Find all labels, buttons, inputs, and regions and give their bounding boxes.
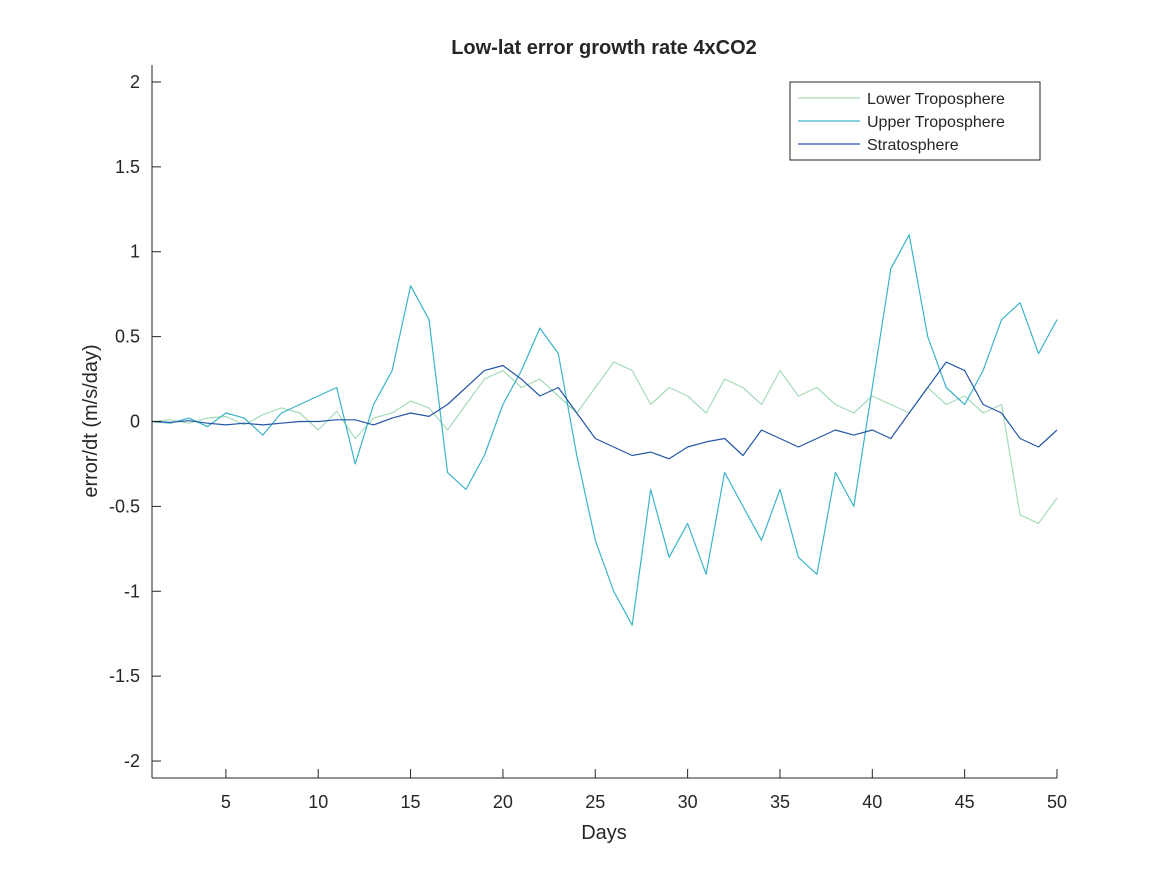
x-tick-label: 10 [308, 792, 328, 812]
legend-label: Stratosphere [867, 137, 959, 154]
series-line-lower-troposphere [151, 361, 1058, 525]
x-tick-label: 35 [770, 792, 790, 812]
x-tick-label: 50 [1047, 792, 1067, 812]
x-tick-label: 25 [585, 792, 605, 812]
x-ticks: 5 10 15 20 25 30 35 40 45 50 [221, 769, 1067, 812]
x-tick-label: 5 [221, 792, 231, 812]
series-line-upper-troposphere [151, 234, 1058, 626]
x-axis-label: Days [581, 822, 627, 844]
x-tick-label: 30 [678, 792, 698, 812]
x-tick-label: 45 [955, 792, 975, 812]
plot-area: 5 10 15 20 25 30 35 40 45 50 -2 -1.5 -1 -0.5 0 0.5 1 1.5… [109, 65, 1067, 812]
y-tick-label: 1 [130, 242, 140, 262]
x-tick-label: 40 [862, 792, 882, 812]
y-axis-label: error/dt (m/s/day) [80, 344, 102, 497]
y-tick-label: 1.5 [115, 157, 140, 177]
y-tick-label: -2 [124, 751, 140, 771]
y-tick-label: -1.5 [109, 666, 140, 686]
y-tick-label: 0.5 [115, 327, 140, 347]
legend-label: Lower Troposphere [867, 91, 1005, 108]
series-lines [151, 234, 1058, 626]
x-tick-label: 20 [493, 792, 513, 812]
chart-title: Low-lat error growth rate 4xCO2 [451, 37, 757, 59]
legend: Lower Troposphere Upper Troposphere Strato… [789, 81, 1041, 161]
x-tick-label: 15 [401, 792, 421, 812]
series-line-stratosphere [151, 361, 1058, 460]
y-tick-label: -1 [124, 581, 140, 601]
y-tick-label: -0.5 [109, 496, 140, 516]
legend-label: Upper Troposphere [867, 114, 1005, 131]
y-ticks: -2 -1.5 -1 -0.5 0 0.5 1 1.5 2 [109, 72, 161, 771]
y-tick-label: 0 [130, 412, 140, 432]
y-tick-label: 2 [130, 72, 140, 92]
